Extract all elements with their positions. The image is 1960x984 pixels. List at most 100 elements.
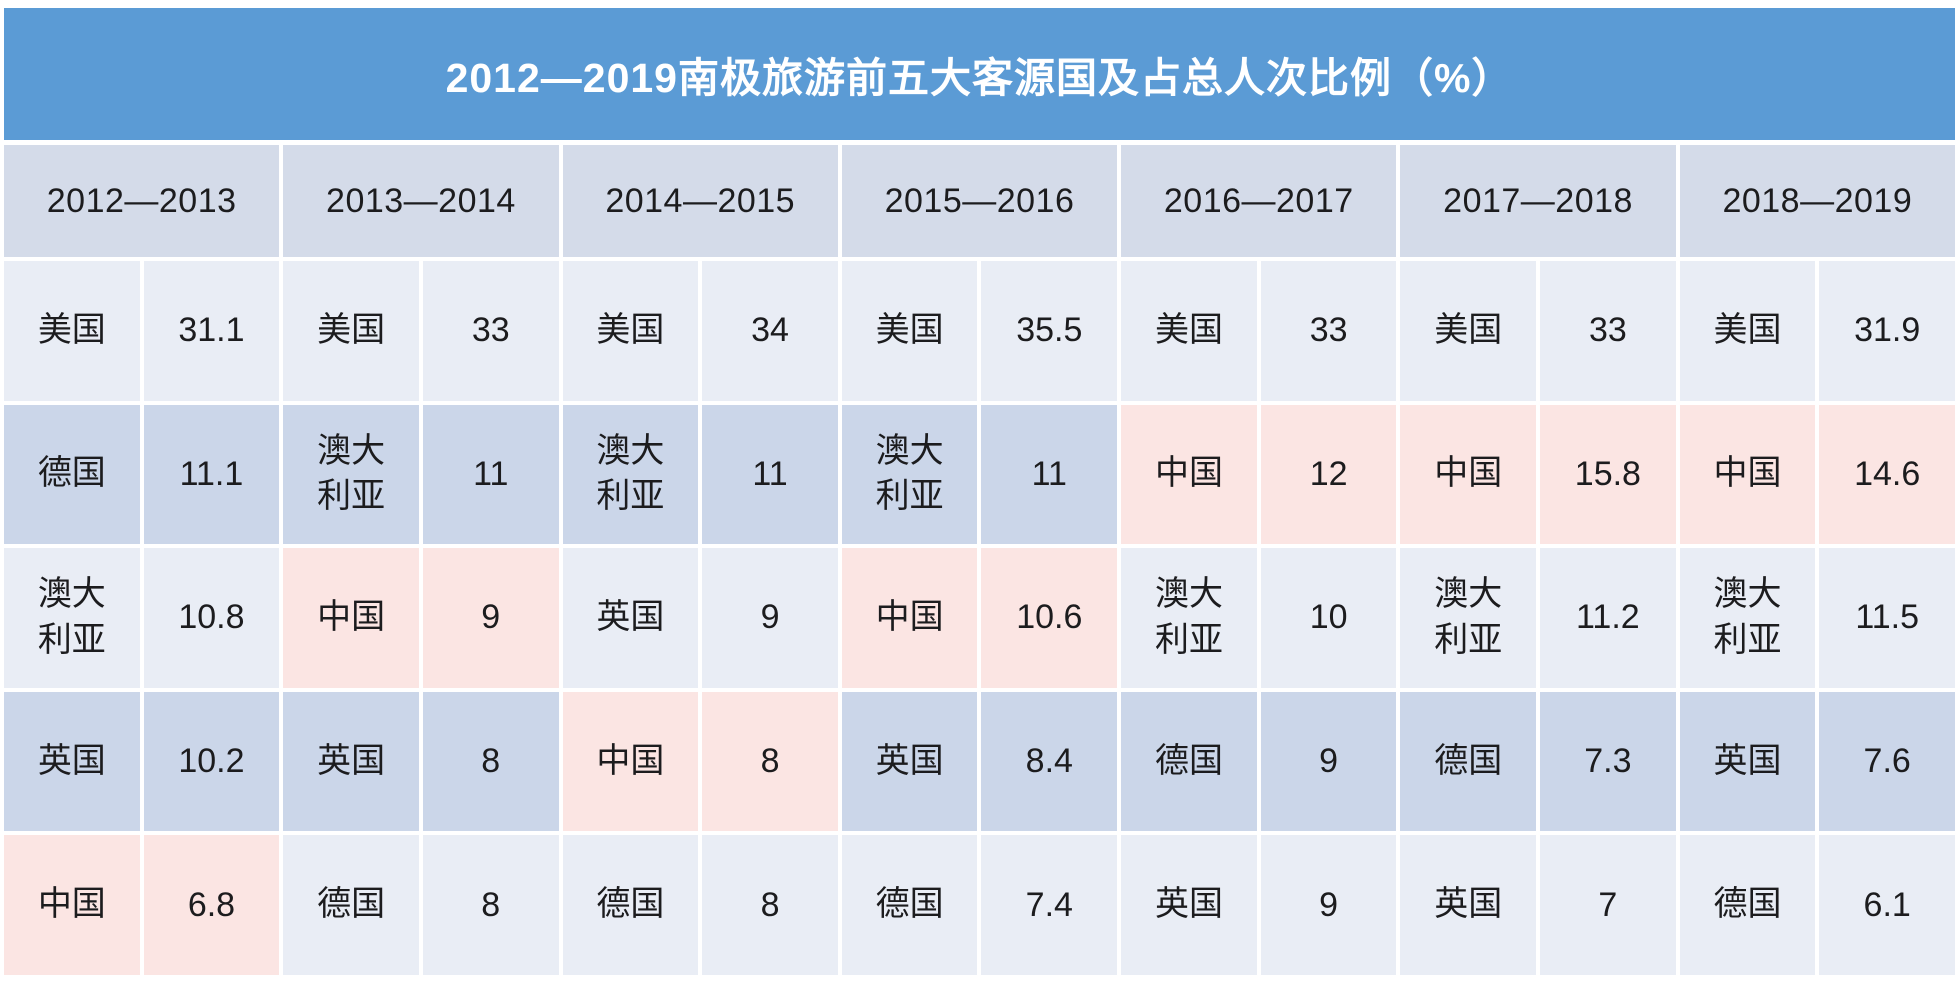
country-label: 中国 xyxy=(875,598,944,637)
country-label: 德国 xyxy=(875,885,944,924)
country-cell: 澳大利亚 xyxy=(1121,548,1257,688)
country-label: 美国 xyxy=(1434,310,1503,349)
country-cell: 澳大利亚 xyxy=(1400,548,1537,688)
country-label: 美国 xyxy=(1154,310,1223,349)
value-cell: 8 xyxy=(422,691,559,832)
value-cell: 7.3 xyxy=(1540,691,1676,832)
country-label: 英国 xyxy=(1434,885,1503,924)
country-label: 英国 xyxy=(1713,741,1782,780)
country-label: 英国 xyxy=(317,741,386,780)
value-cell: 11.5 xyxy=(1819,548,1955,688)
country-cell: 德国 xyxy=(4,404,140,545)
value-cell: 7.6 xyxy=(1819,691,1955,832)
value-cell: 11 xyxy=(981,404,1118,545)
table-title: 2012—2019南极旅游前五大客源国及占总人次比例（%） xyxy=(445,55,1514,101)
country-label: 英国 xyxy=(875,741,944,780)
country-label: 美国 xyxy=(37,310,106,349)
country-label: 英国 xyxy=(1154,885,1223,924)
country-label: 英国 xyxy=(596,598,665,637)
value-cell: 10 xyxy=(1260,548,1397,688)
country-cell: 德国 xyxy=(1400,691,1537,832)
table-title-bar: 2012—2019南极旅游前五大客源国及占总人次比例（%） xyxy=(4,8,1955,140)
country-cell: 英国 xyxy=(1679,691,1816,832)
season-header-cell: 2017—2018 xyxy=(1400,145,1676,257)
country-label: 中国 xyxy=(1434,454,1503,493)
country-label: 德国 xyxy=(1154,741,1223,780)
country-cell: 澳大利亚 xyxy=(562,404,699,545)
value-cell: 15.8 xyxy=(1540,404,1676,545)
season-header-cell: 2016—2017 xyxy=(1121,145,1397,257)
country-label: 澳大利亚 xyxy=(1434,575,1503,659)
table-grid: 2012—2013 2013—2014 2014—2015 2015—2016 2016… xyxy=(4,145,1955,975)
country-cell: 澳大利亚 xyxy=(841,404,978,545)
country-label: 德国 xyxy=(317,885,386,924)
country-cell: 中国 xyxy=(1121,404,1257,545)
country-label: 中国 xyxy=(1713,454,1782,493)
season-header-cell: 2013—2014 xyxy=(283,145,559,257)
value-cell: 6.8 xyxy=(143,835,280,975)
country-cell: 澳大利亚 xyxy=(1679,548,1816,688)
season-header-cell: 2014—2015 xyxy=(562,145,838,257)
season-header-cell: 2012—2013 xyxy=(4,145,280,257)
country-cell: 德国 xyxy=(562,835,699,975)
country-cell: 美国 xyxy=(4,261,140,401)
value-cell: 11.2 xyxy=(1540,548,1676,688)
value-cell: 31.9 xyxy=(1819,261,1955,401)
country-cell: 中国 xyxy=(562,691,699,832)
country-label: 美国 xyxy=(317,310,386,349)
country-cell: 英国 xyxy=(283,691,419,832)
value-cell: 9 xyxy=(1260,691,1397,832)
value-cell: 8 xyxy=(702,691,838,832)
value-cell: 8.4 xyxy=(981,691,1118,832)
value-cell: 9 xyxy=(702,548,838,688)
country-cell: 澳大利亚 xyxy=(283,404,419,545)
country-cell: 英国 xyxy=(841,691,978,832)
country-cell: 澳大利亚 xyxy=(4,548,140,688)
country-cell: 中国 xyxy=(283,548,419,688)
value-cell: 33 xyxy=(1260,261,1397,401)
country-label: 澳大利亚 xyxy=(317,431,386,516)
country-cell: 中国 xyxy=(4,835,140,975)
country-cell: 英国 xyxy=(4,691,140,832)
value-cell: 14.6 xyxy=(1819,404,1955,545)
country-label: 德国 xyxy=(37,454,106,493)
country-label: 中国 xyxy=(317,598,386,637)
country-label: 中国 xyxy=(37,885,106,924)
country-cell: 英国 xyxy=(1121,835,1257,975)
country-label: 澳大利亚 xyxy=(596,431,665,516)
season-header-cell: 2015—2016 xyxy=(841,145,1118,257)
country-cell: 德国 xyxy=(841,835,978,975)
value-cell: 34 xyxy=(702,261,838,401)
country-cell: 美国 xyxy=(1121,261,1257,401)
value-cell: 33 xyxy=(1540,261,1676,401)
country-cell: 中国 xyxy=(1679,404,1816,545)
value-cell: 11.1 xyxy=(143,404,280,545)
country-label: 德国 xyxy=(596,885,665,924)
country-cell: 中国 xyxy=(1400,404,1537,545)
country-label: 澳大利亚 xyxy=(875,431,944,516)
country-label: 澳大利亚 xyxy=(1713,575,1782,659)
value-cell: 10.8 xyxy=(143,548,280,688)
value-cell: 35.5 xyxy=(981,261,1118,401)
value-cell: 12 xyxy=(1260,404,1397,545)
value-cell: 31.1 xyxy=(143,261,280,401)
country-cell: 美国 xyxy=(1400,261,1537,401)
country-label: 德国 xyxy=(1434,741,1503,780)
country-cell: 美国 xyxy=(283,261,419,401)
value-cell: 11 xyxy=(702,404,838,545)
value-cell: 7.4 xyxy=(981,835,1118,975)
value-cell: 6.1 xyxy=(1819,835,1955,975)
value-cell: 33 xyxy=(422,261,559,401)
value-cell: 7 xyxy=(1540,835,1676,975)
country-cell: 德国 xyxy=(1679,835,1816,975)
country-label: 中国 xyxy=(1154,454,1223,493)
value-cell: 9 xyxy=(1260,835,1397,975)
value-cell: 11 xyxy=(422,404,559,545)
country-cell: 德国 xyxy=(1121,691,1257,832)
country-cell: 美国 xyxy=(1679,261,1816,401)
value-cell: 8 xyxy=(702,835,838,975)
country-cell: 英国 xyxy=(1400,835,1537,975)
value-cell: 10.2 xyxy=(143,691,280,832)
country-label: 澳大利亚 xyxy=(1154,575,1223,659)
